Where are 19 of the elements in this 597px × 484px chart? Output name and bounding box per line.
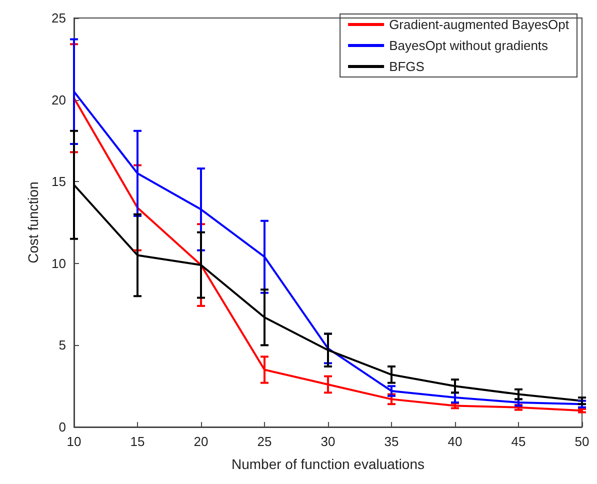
x-tick-label: 50 — [574, 434, 590, 449]
x-tick-label: 20 — [194, 434, 208, 449]
x-axis-title: Number of function evaluations — [232, 456, 424, 472]
y-tick-label: 25 — [52, 10, 66, 26]
y-tick-label: 20 — [52, 92, 66, 108]
legend-label: BayesOpt without gradients — [389, 38, 549, 53]
x-tick-label: 25 — [257, 434, 272, 449]
x-tick-label: 15 — [130, 434, 145, 449]
y-tick-label: 5 — [58, 338, 66, 353]
x-tick-label: 40 — [448, 434, 462, 449]
y-tick-label: 0 — [58, 420, 66, 434]
x-tick-label: 30 — [320, 434, 336, 449]
y-axis-title: Cost function — [25, 182, 41, 264]
x-tick-label: 35 — [384, 434, 399, 449]
legend-label: Gradient-augmented BayesOpt — [389, 17, 570, 32]
legend-label: BFGS — [389, 59, 425, 74]
y-tick-label: 15 — [52, 174, 66, 190]
y-tick-label: 10 — [52, 256, 66, 271]
x-tick-label: 45 — [511, 434, 526, 449]
